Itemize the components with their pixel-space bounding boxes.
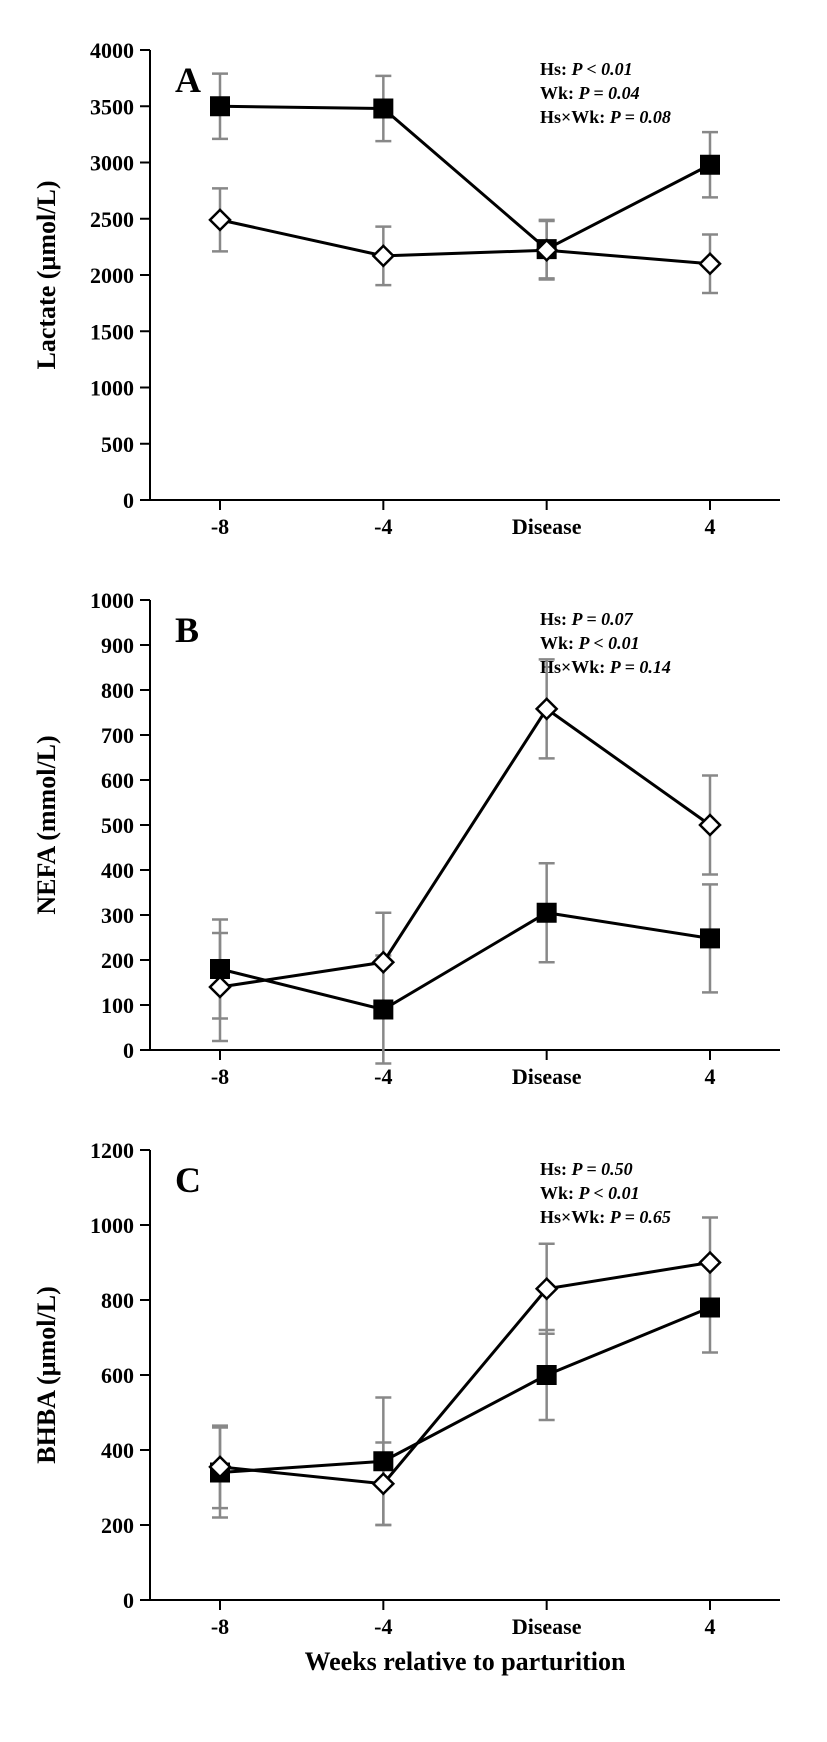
- ytick-label: 1200: [90, 1138, 134, 1163]
- xtick-label: 4: [705, 1064, 716, 1089]
- stat-wk: Wk: P < 0.01: [540, 1183, 640, 1203]
- stat-hs: Hs: P = 0.50: [540, 1159, 633, 1179]
- series-line-filled: [220, 1308, 710, 1473]
- ytick-label: 3500: [90, 94, 134, 119]
- ytick-label: 0: [123, 1038, 134, 1063]
- ytick-label: 1000: [90, 588, 134, 613]
- marker-filled-square: [701, 1299, 719, 1317]
- chart-B: B Hs: P = 0.07 Wk: P < 0.01 Hs×Wk: P = 0.14…: [20, 570, 807, 1090]
- ytick-label: 500: [101, 432, 134, 457]
- xtick-label: -4: [374, 1614, 392, 1639]
- marker-filled-square: [538, 1366, 556, 1384]
- marker-open-diamond: [373, 246, 393, 266]
- ytick-label: 100: [101, 993, 134, 1018]
- ytick-label: 4000: [90, 38, 134, 63]
- ytick-label: 300: [101, 903, 134, 928]
- ytick-label: 900: [101, 633, 134, 658]
- stat-hswk: Hs×Wk: P = 0.08: [540, 107, 671, 127]
- xtick-label: 4: [705, 1614, 716, 1639]
- marker-filled-square: [374, 1001, 392, 1019]
- stat-wk: Wk: P < 0.01: [540, 633, 640, 653]
- ytick-label: 600: [101, 768, 134, 793]
- xtick-label: 4: [705, 514, 716, 539]
- xtick-label: -8: [211, 1064, 229, 1089]
- ytick-label: 200: [101, 948, 134, 973]
- marker-open-diamond: [700, 1253, 720, 1273]
- xtick-label: -8: [211, 514, 229, 539]
- marker-open-diamond: [210, 210, 230, 230]
- marker-open-diamond: [700, 254, 720, 274]
- marker-filled-square: [701, 156, 719, 174]
- panel-lactate: A Hs: P < 0.01 Wk: P = 0.04 Hs×Wk: P = 0.08…: [20, 20, 827, 540]
- marker-open-diamond: [537, 699, 557, 719]
- ytick-label: 1000: [90, 376, 134, 401]
- xtick-label: -4: [374, 1064, 392, 1089]
- ytick-label: 700: [101, 723, 134, 748]
- stat-hswk: Hs×Wk: P = 0.14: [540, 657, 671, 677]
- stat-hs: Hs: P < 0.01: [540, 59, 633, 79]
- marker-open-diamond: [700, 815, 720, 835]
- series-line-filled: [220, 913, 710, 1010]
- ytick-label: 600: [101, 1363, 134, 1388]
- ytick-label: 3000: [90, 151, 134, 176]
- chart-A: A Hs: P < 0.01 Wk: P = 0.04 Hs×Wk: P = 0.08…: [20, 20, 807, 540]
- marker-filled-square: [374, 100, 392, 118]
- marker-filled-square: [701, 929, 719, 947]
- ytick-label: 400: [101, 1438, 134, 1463]
- ytick-label: 500: [101, 813, 134, 838]
- yaxis-title: Lactate (µmol/L): [32, 181, 61, 370]
- stat-hs: Hs: P = 0.07: [540, 609, 634, 629]
- panel-letter: B: [175, 610, 199, 650]
- ytick-label: 1000: [90, 1213, 134, 1238]
- series-line-open: [220, 220, 710, 264]
- marker-filled-square: [211, 97, 229, 115]
- ytick-label: 0: [123, 1588, 134, 1613]
- xtick-label: -8: [211, 1614, 229, 1639]
- ytick-label: 2500: [90, 207, 134, 232]
- ytick-label: 2000: [90, 263, 134, 288]
- xaxis-title: Weeks relative to parturition: [305, 1647, 626, 1676]
- ytick-label: 0: [123, 488, 134, 513]
- series-line-open: [220, 1263, 710, 1484]
- panel-nefa: B Hs: P = 0.07 Wk: P < 0.01 Hs×Wk: P = 0.14…: [20, 570, 827, 1090]
- xtick-label: Disease: [512, 1064, 582, 1089]
- chart-C: C Hs: P = 0.50 Wk: P < 0.01 Hs×Wk: P = 0.65…: [20, 1120, 807, 1680]
- stat-hswk: Hs×Wk: P = 0.65: [540, 1207, 671, 1227]
- panel-bhba: C Hs: P = 0.50 Wk: P < 0.01 Hs×Wk: P = 0.65…: [20, 1120, 827, 1680]
- panel-letter: A: [175, 60, 201, 100]
- yaxis-title: NEFA (mmol/L): [32, 735, 61, 914]
- ytick-label: 200: [101, 1513, 134, 1538]
- yaxis-title: BHBA (µmol/L): [32, 1286, 61, 1464]
- ytick-label: 1500: [90, 319, 134, 344]
- marker-filled-square: [538, 904, 556, 922]
- series-line-open: [220, 709, 710, 987]
- marker-open-diamond: [210, 977, 230, 997]
- ytick-label: 800: [101, 1288, 134, 1313]
- ytick-label: 400: [101, 858, 134, 883]
- xtick-label: Disease: [512, 514, 582, 539]
- marker-filled-square: [374, 1452, 392, 1470]
- ytick-label: 800: [101, 678, 134, 703]
- stat-wk: Wk: P = 0.04: [540, 83, 640, 103]
- series-line-filled: [220, 106, 710, 249]
- xtick-label: -4: [374, 514, 392, 539]
- panel-letter: C: [175, 1160, 201, 1200]
- xtick-label: Disease: [512, 1614, 582, 1639]
